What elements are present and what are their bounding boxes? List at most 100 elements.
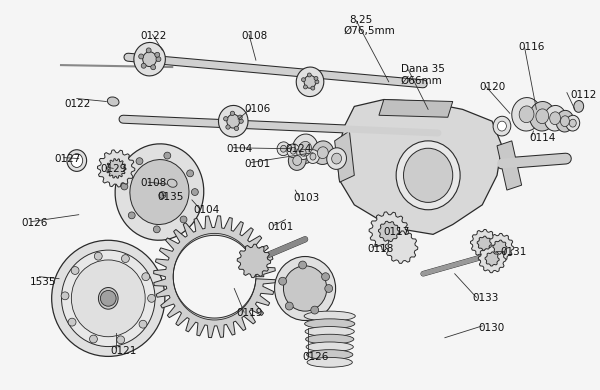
Ellipse shape xyxy=(304,75,316,88)
Polygon shape xyxy=(97,150,135,187)
Circle shape xyxy=(159,191,166,199)
Ellipse shape xyxy=(556,110,574,132)
Ellipse shape xyxy=(297,146,310,160)
Polygon shape xyxy=(493,240,507,254)
Ellipse shape xyxy=(327,148,346,169)
Ellipse shape xyxy=(167,179,177,187)
Circle shape xyxy=(180,216,187,223)
Ellipse shape xyxy=(317,147,328,159)
Circle shape xyxy=(139,54,143,59)
Ellipse shape xyxy=(305,326,355,337)
Circle shape xyxy=(71,267,79,275)
Text: 0117: 0117 xyxy=(384,227,410,238)
Ellipse shape xyxy=(130,160,189,225)
Circle shape xyxy=(191,189,199,195)
Text: 0101: 0101 xyxy=(244,159,271,168)
Ellipse shape xyxy=(312,141,334,165)
Ellipse shape xyxy=(519,106,534,122)
Polygon shape xyxy=(106,159,126,178)
Ellipse shape xyxy=(218,105,248,137)
Ellipse shape xyxy=(493,116,511,136)
Text: 0120: 0120 xyxy=(479,82,506,92)
Circle shape xyxy=(94,252,102,260)
Text: 0104: 0104 xyxy=(193,205,219,215)
Circle shape xyxy=(128,212,135,219)
Circle shape xyxy=(226,125,230,129)
Ellipse shape xyxy=(304,311,355,321)
Ellipse shape xyxy=(529,101,555,131)
Ellipse shape xyxy=(277,142,290,156)
Ellipse shape xyxy=(227,114,239,128)
Polygon shape xyxy=(154,216,275,338)
Circle shape xyxy=(151,65,155,70)
Text: 0106: 0106 xyxy=(244,105,271,114)
Text: 0124: 0124 xyxy=(286,144,312,154)
Circle shape xyxy=(307,73,311,77)
Ellipse shape xyxy=(283,266,327,311)
Text: 1535: 1535 xyxy=(29,277,56,287)
Circle shape xyxy=(325,285,332,292)
Polygon shape xyxy=(486,233,514,261)
Circle shape xyxy=(68,318,76,326)
Ellipse shape xyxy=(52,240,165,356)
Ellipse shape xyxy=(107,97,119,106)
Text: 0114: 0114 xyxy=(530,133,556,143)
Text: 0126: 0126 xyxy=(22,218,48,228)
Circle shape xyxy=(311,306,319,314)
Polygon shape xyxy=(237,244,271,278)
Ellipse shape xyxy=(275,257,335,321)
Ellipse shape xyxy=(62,250,155,347)
Circle shape xyxy=(187,170,194,177)
Text: 0122: 0122 xyxy=(64,99,91,108)
Text: 0129: 0129 xyxy=(100,163,127,174)
Circle shape xyxy=(279,277,287,285)
Text: Ø76,5mm: Ø76,5mm xyxy=(343,26,395,36)
Text: 0135: 0135 xyxy=(157,192,184,202)
Circle shape xyxy=(155,52,160,57)
Circle shape xyxy=(286,302,293,310)
Ellipse shape xyxy=(134,43,166,76)
Ellipse shape xyxy=(512,98,541,131)
Ellipse shape xyxy=(293,156,302,165)
Text: 0131: 0131 xyxy=(500,247,526,257)
Ellipse shape xyxy=(289,151,306,170)
Circle shape xyxy=(139,320,147,328)
Ellipse shape xyxy=(497,121,506,131)
Polygon shape xyxy=(497,141,521,190)
Ellipse shape xyxy=(332,153,341,164)
Ellipse shape xyxy=(306,342,353,352)
Circle shape xyxy=(224,117,228,121)
Ellipse shape xyxy=(292,134,318,163)
Polygon shape xyxy=(379,99,453,117)
Circle shape xyxy=(239,119,243,123)
Polygon shape xyxy=(385,231,418,263)
Ellipse shape xyxy=(300,149,306,156)
Text: 0108: 0108 xyxy=(141,178,167,188)
Circle shape xyxy=(121,255,130,262)
Circle shape xyxy=(230,111,235,115)
Text: 0108: 0108 xyxy=(241,31,268,41)
Text: 0101: 0101 xyxy=(268,222,294,232)
Ellipse shape xyxy=(280,145,286,152)
Text: 0119: 0119 xyxy=(236,308,263,318)
Circle shape xyxy=(315,80,319,84)
Polygon shape xyxy=(379,221,399,242)
Ellipse shape xyxy=(299,142,311,156)
Circle shape xyxy=(148,294,155,302)
Circle shape xyxy=(154,226,160,233)
Ellipse shape xyxy=(115,144,204,240)
Polygon shape xyxy=(478,245,506,273)
Circle shape xyxy=(322,273,329,281)
Circle shape xyxy=(117,336,125,344)
Ellipse shape xyxy=(550,112,560,125)
Circle shape xyxy=(136,158,143,165)
Polygon shape xyxy=(335,131,355,182)
Circle shape xyxy=(164,152,171,159)
Circle shape xyxy=(146,48,151,53)
Circle shape xyxy=(156,57,161,62)
Text: Ø66mm: Ø66mm xyxy=(401,76,442,86)
Polygon shape xyxy=(369,212,409,251)
Circle shape xyxy=(142,273,150,281)
Ellipse shape xyxy=(305,334,354,344)
Polygon shape xyxy=(485,252,499,266)
